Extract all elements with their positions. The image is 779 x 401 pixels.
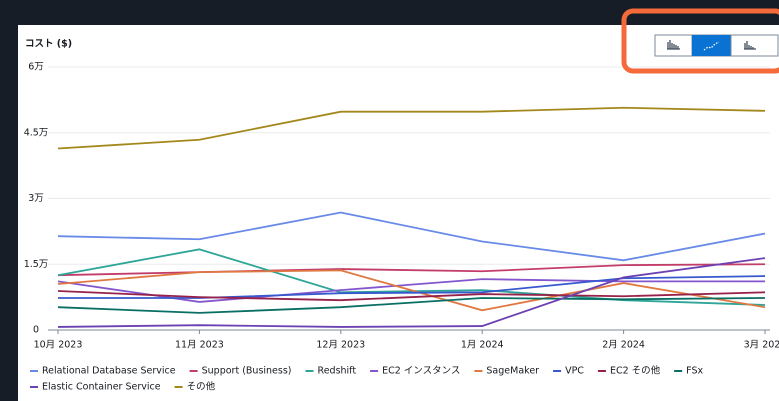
y-tick-label: 0 bbox=[33, 325, 39, 336]
panel bbox=[18, 25, 779, 401]
series-line bbox=[57, 269, 766, 312]
chart-type-toggle bbox=[654, 34, 779, 57]
series-line bbox=[57, 290, 766, 302]
x-tick-label: 3月 2024 bbox=[744, 340, 779, 351]
series-line bbox=[57, 297, 766, 314]
y-tick-label: 6万 bbox=[28, 62, 44, 73]
stacked-bar-button[interactable] bbox=[730, 34, 779, 57]
line-button[interactable] bbox=[692, 35, 731, 56]
legend-label: VPC bbox=[565, 366, 584, 377]
legend-label: SageMaker bbox=[486, 366, 539, 377]
y-tick-label: 3万 bbox=[28, 193, 44, 204]
legend-label: EC2 その他 bbox=[610, 365, 661, 377]
x-tick-label: 11月 2023 bbox=[175, 340, 224, 351]
y-tick-label: 4.5万 bbox=[24, 127, 49, 138]
highlight-box bbox=[621, 8, 779, 74]
legend-label: Relational Database Service bbox=[42, 366, 176, 377]
series-line bbox=[57, 106, 766, 150]
x-tick-label: 10月 2023 bbox=[34, 340, 83, 351]
series-line bbox=[58, 275, 766, 299]
x-tick-label: 2月 2024 bbox=[602, 340, 645, 351]
x-tick-label: 12月 2023 bbox=[316, 340, 365, 351]
series-line bbox=[57, 257, 766, 328]
legend-label: FSx bbox=[686, 366, 703, 377]
legend-label: EC2 インスタンス bbox=[382, 366, 460, 377]
y-tick-label: 1.5万 bbox=[24, 259, 49, 270]
x-tick-label: 1月 2024 bbox=[461, 340, 504, 351]
series-line bbox=[57, 211, 766, 262]
legend-label: Elastic Container Service bbox=[42, 382, 161, 393]
series-line bbox=[57, 263, 766, 277]
y-axis-title: コスト ($) bbox=[25, 39, 72, 50]
legend-label: Redshift bbox=[318, 366, 357, 377]
legend-label: Support (Business) bbox=[202, 366, 292, 377]
legend-label: その他 bbox=[187, 381, 216, 393]
